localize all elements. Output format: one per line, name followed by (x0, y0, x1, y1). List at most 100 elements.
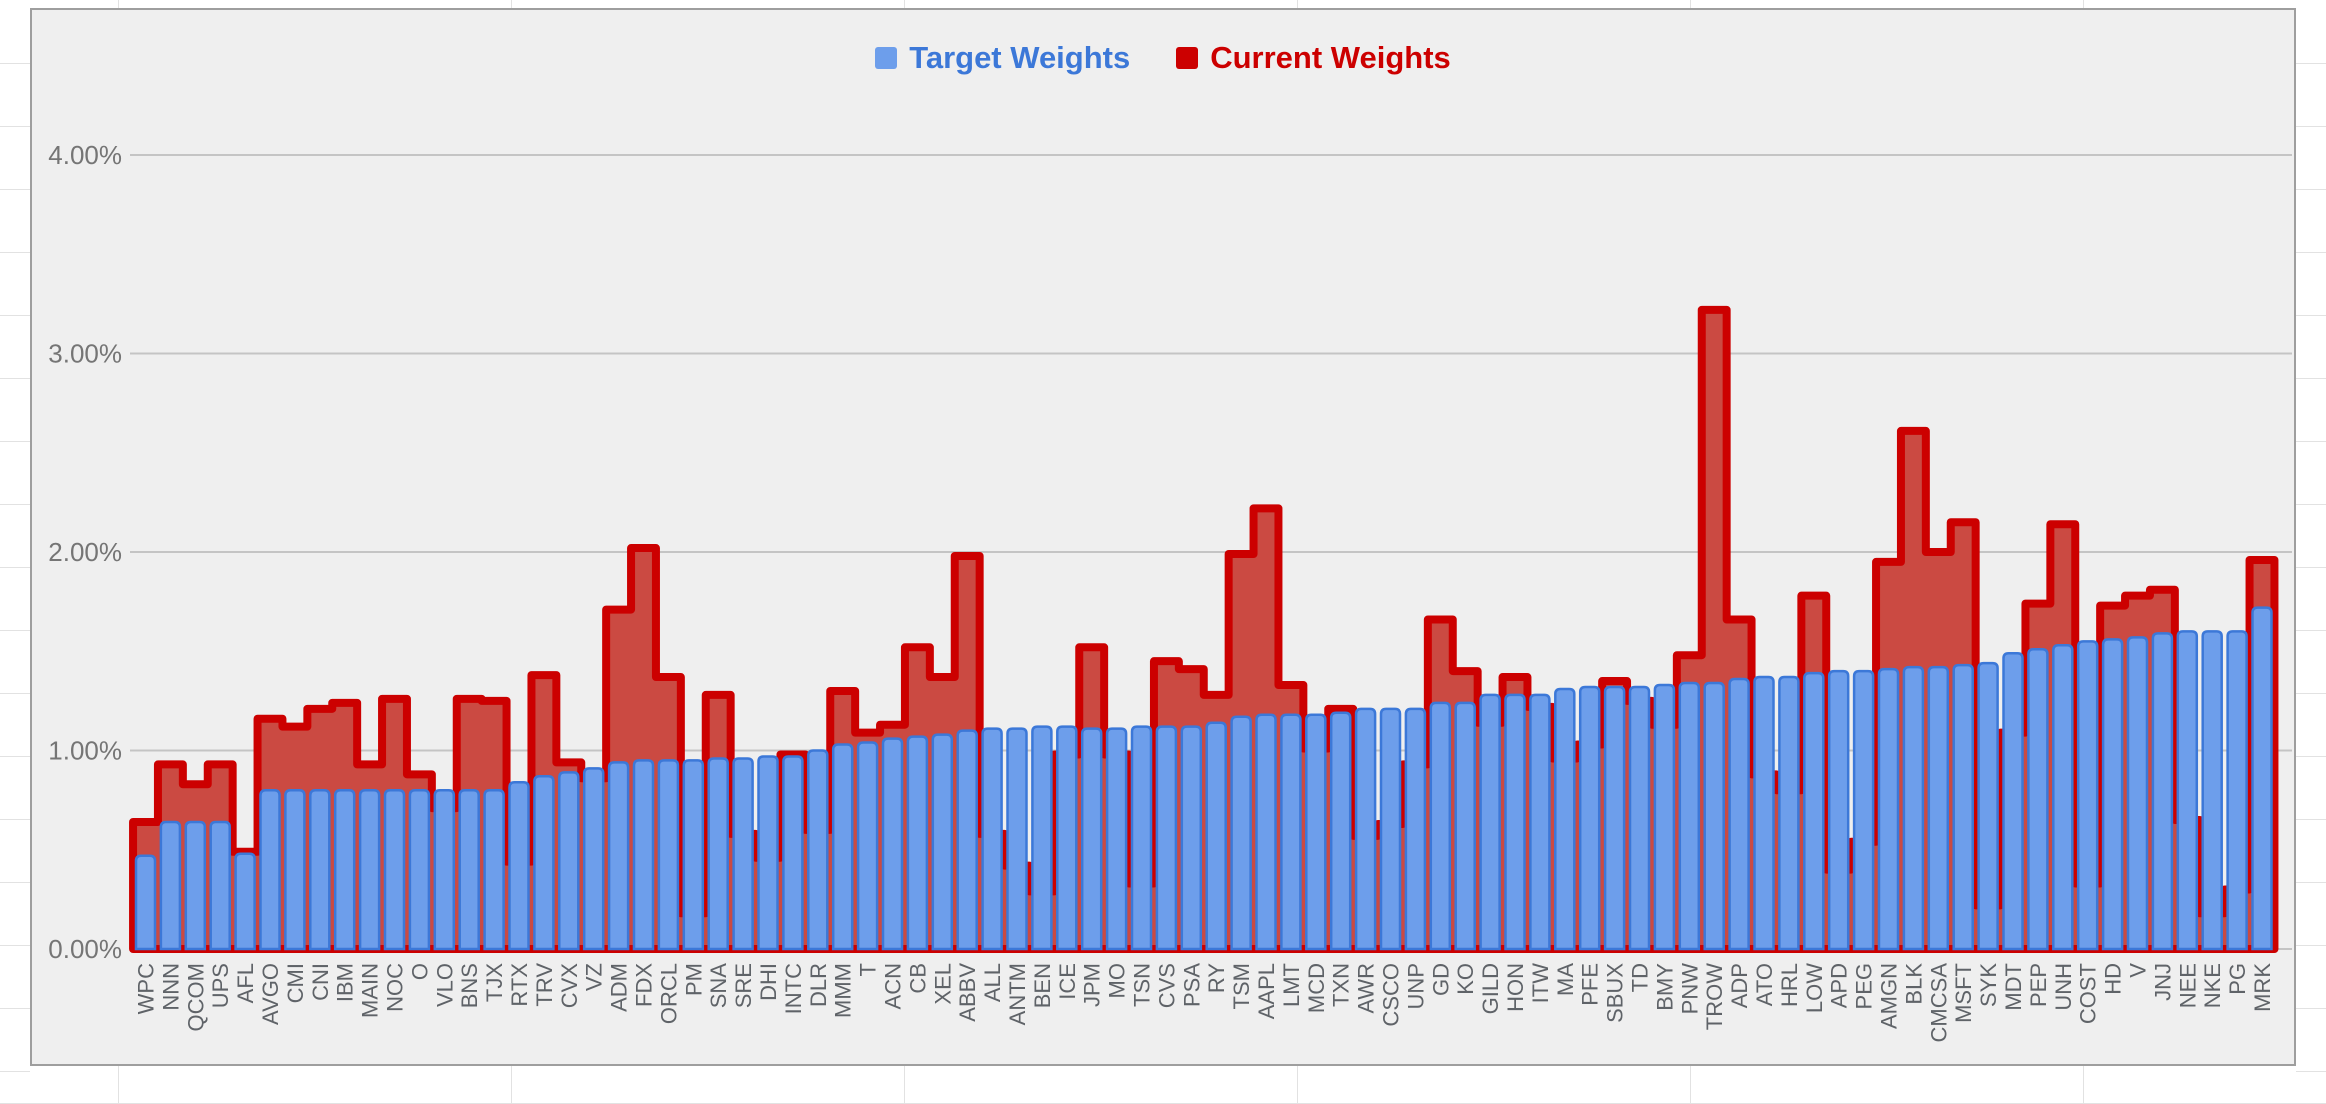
target-bar[interactable] (582, 767, 605, 951)
target-bar[interactable] (1479, 693, 1501, 951)
target-bar[interactable] (1728, 677, 1750, 951)
sheet-cell-border (0, 819, 30, 820)
target-bar[interactable] (1130, 725, 1153, 951)
target-bar[interactable] (1753, 675, 1775, 951)
target-bar[interactable] (1180, 725, 1203, 951)
sheet-cell-border (118, 0, 119, 8)
target-bar[interactable] (159, 820, 182, 951)
target-bar[interactable] (632, 759, 655, 951)
target-bar[interactable] (433, 788, 456, 951)
target-bar[interactable] (209, 820, 231, 951)
x-tick-label: NEE (2175, 963, 2200, 1008)
target-bar[interactable] (1006, 727, 1028, 951)
target-bar[interactable] (2251, 606, 2273, 951)
target-bar[interactable] (2101, 638, 2124, 951)
target-bar[interactable] (807, 749, 829, 951)
target-bar[interactable] (2002, 651, 2024, 951)
target-bar[interactable] (1280, 713, 1302, 951)
weights-chart[interactable]: 0.00% 1.00% 2.00% 3.00% 4.00% WPC NNN QCOM UPS AF… (32, 10, 2294, 1064)
target-bar[interactable] (1902, 665, 1925, 951)
target-bar[interactable] (931, 733, 954, 951)
target-bar[interactable] (508, 781, 530, 951)
target-bar[interactable] (333, 788, 356, 951)
target-bar[interactable] (1603, 685, 1626, 951)
target-bar[interactable] (1927, 665, 1950, 951)
sheet-cell-border (2296, 441, 2326, 442)
target-bar[interactable] (1080, 727, 1103, 951)
target-bar[interactable] (1105, 727, 1128, 951)
x-tick-label: LOW (1802, 963, 1827, 1013)
sheet-cell-border (511, 1066, 512, 1104)
target-bar[interactable] (184, 820, 207, 951)
target-bar[interactable] (408, 788, 431, 951)
target-bar[interactable] (234, 852, 256, 951)
target-bar[interactable] (607, 761, 630, 951)
target-bar[interactable] (1803, 671, 1825, 951)
target-bar[interactable] (1255, 713, 1277, 951)
target-bar[interactable] (1379, 707, 1402, 951)
target-bar[interactable] (259, 788, 281, 951)
target-bar[interactable] (1329, 711, 1352, 951)
target-bar[interactable] (657, 759, 680, 951)
target-bar[interactable] (1852, 669, 1875, 951)
target-bar[interactable] (906, 735, 929, 951)
target-bar[interactable] (1952, 663, 1974, 951)
target-bar[interactable] (2126, 636, 2149, 951)
sheet-cell-border (0, 945, 30, 946)
target-bar[interactable] (682, 759, 705, 951)
target-bar[interactable] (2176, 630, 2199, 951)
target-bar[interactable] (1056, 725, 1078, 951)
target-bar[interactable] (732, 757, 754, 951)
target-bar[interactable] (1354, 707, 1377, 951)
x-tick-label: ADM (607, 963, 632, 1012)
target-bar[interactable] (1977, 661, 1999, 951)
target-bar[interactable] (981, 727, 1003, 951)
target-bar[interactable] (1703, 681, 1725, 951)
x-tick-label: MMM (831, 963, 856, 1018)
target-bar[interactable] (2226, 630, 2248, 951)
legend-item-target[interactable]: Target Weights (875, 40, 1130, 76)
target-bar[interactable] (1529, 693, 1551, 951)
target-bar[interactable] (1554, 687, 1576, 951)
sheet-cell-border (0, 63, 30, 64)
target-bar[interactable] (2076, 640, 2099, 951)
target-bar[interactable] (2151, 632, 2174, 951)
target-bar[interactable] (831, 743, 854, 951)
target-bar[interactable] (1504, 693, 1526, 951)
target-bar[interactable] (707, 757, 729, 951)
target-bar[interactable] (1454, 701, 1476, 951)
target-bar[interactable] (1827, 669, 1850, 951)
target-bar[interactable] (309, 788, 331, 951)
target-bar[interactable] (558, 771, 580, 951)
target-bar[interactable] (2052, 644, 2074, 951)
target-bar[interactable] (1628, 685, 1651, 951)
target-bar[interactable] (1404, 707, 1427, 951)
target-bar[interactable] (2201, 630, 2223, 951)
target-bar[interactable] (1778, 675, 1800, 951)
target-bar[interactable] (483, 788, 505, 951)
target-bar[interactable] (284, 788, 306, 951)
legend-item-current[interactable]: Current Weights (1176, 40, 1451, 76)
target-bar[interactable] (2027, 648, 2049, 951)
target-bar[interactable] (1877, 667, 1900, 951)
target-bar[interactable] (1155, 725, 1178, 951)
target-bar[interactable] (1429, 701, 1452, 951)
target-bar[interactable] (533, 775, 555, 951)
chart-panel[interactable]: Target Weights Current Weights 0.00% 1.00… (30, 8, 2296, 1066)
target-bar[interactable] (956, 729, 978, 951)
target-bar[interactable] (134, 854, 157, 951)
target-bar[interactable] (1205, 721, 1227, 951)
target-bar[interactable] (1305, 713, 1327, 951)
target-bar[interactable] (358, 788, 381, 951)
target-bar[interactable] (1578, 685, 1601, 951)
target-bar[interactable] (881, 737, 904, 951)
target-bar[interactable] (1230, 715, 1252, 951)
target-bar[interactable] (856, 741, 879, 951)
target-bar[interactable] (1031, 725, 1053, 951)
target-bar[interactable] (458, 788, 480, 951)
target-bar[interactable] (757, 755, 779, 951)
target-bar[interactable] (1678, 681, 1701, 951)
target-bar[interactable] (1653, 683, 1676, 951)
target-bar[interactable] (383, 788, 406, 951)
target-bar[interactable] (782, 755, 804, 951)
